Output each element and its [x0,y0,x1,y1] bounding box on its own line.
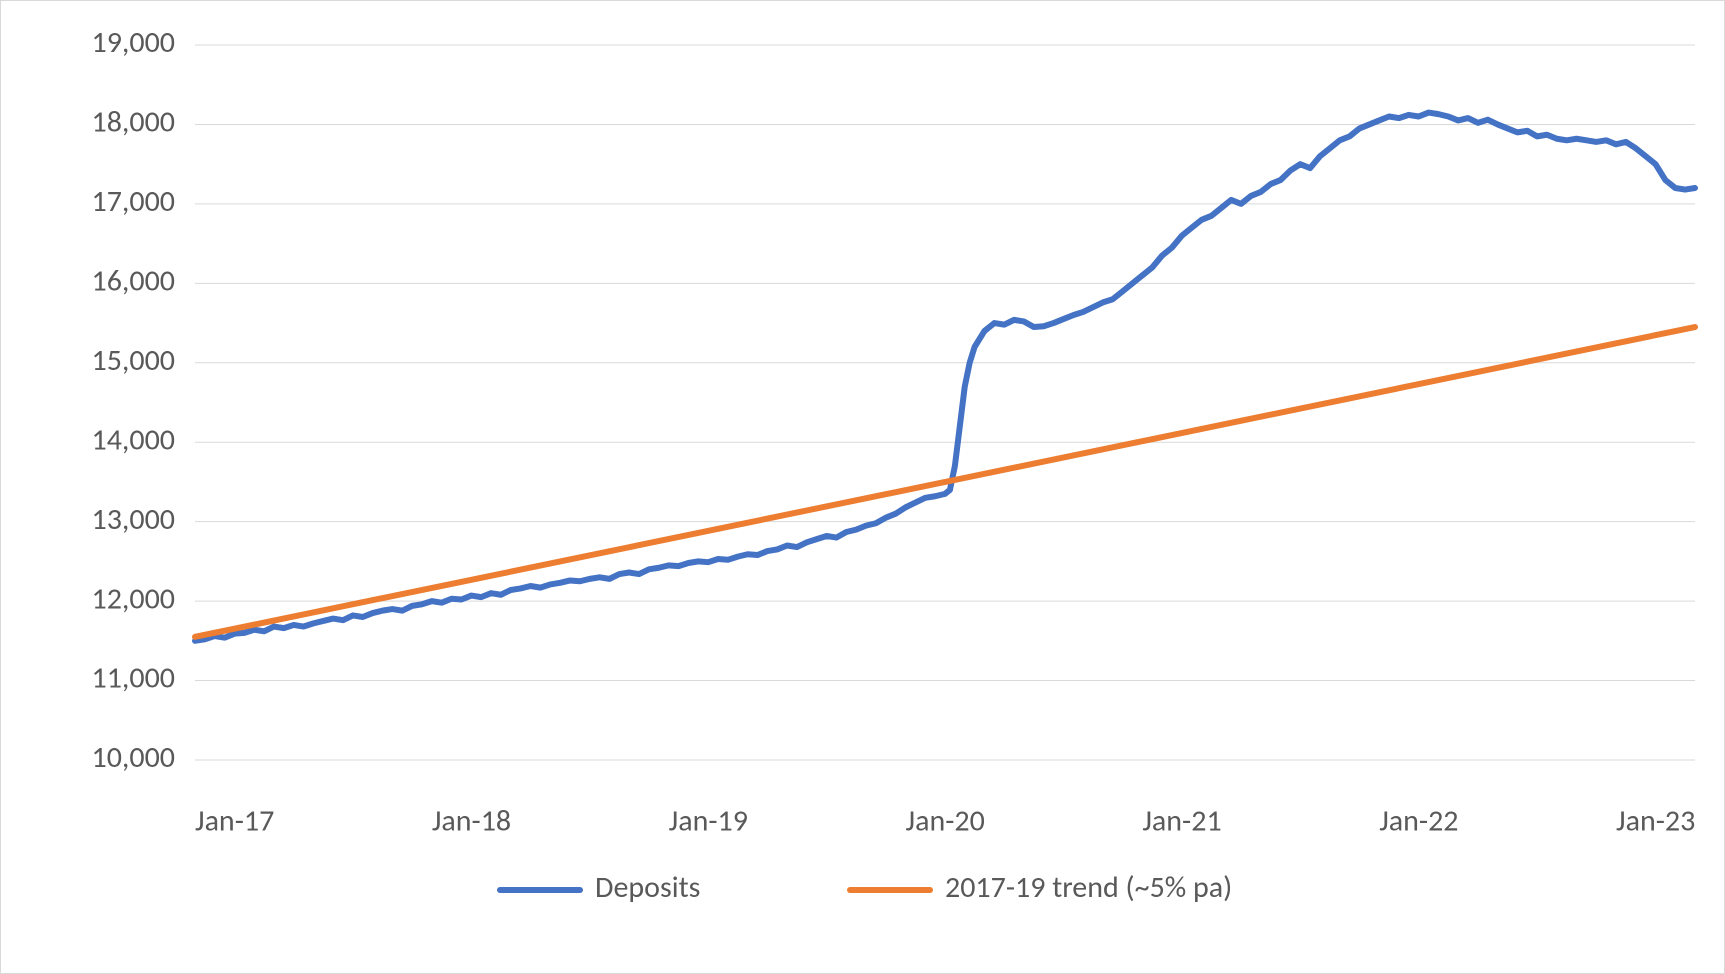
y-tick-label: 13,000 [91,501,175,538]
legend-label-trend: 2017-19 trend (~5% pa) [945,869,1232,906]
legend-label-deposits: Deposits [595,869,700,906]
y-tick-label: 14,000 [91,421,175,458]
x-tick-label: Jan-23 [1616,802,1695,839]
x-tick-label: Jan-17 [195,802,274,839]
x-tick-label: Jan-21 [1142,802,1221,839]
x-tick-label: Jan-19 [669,802,748,839]
chart-canvas: 10,000 11,000 12,000 13,000 14,000 15,000 16,0… [0,0,1725,974]
y-tick-label: 15,000 [91,342,175,379]
y-tick-label: 16,000 [91,262,175,299]
line-chart: 10,000 11,000 12,000 13,000 14,000 15,000 16,0… [0,0,1725,974]
x-tick-label: Jan-22 [1379,802,1458,839]
y-tick-label: 10,000 [91,739,175,776]
y-tick-label: 18,000 [91,104,175,141]
y-tick-label: 19,000 [91,24,175,61]
y-tick-label: 17,000 [91,183,175,220]
x-tick-label: Jan-20 [906,802,985,839]
y-tick-label: 11,000 [91,660,175,697]
y-tick-label: 12,000 [91,580,175,617]
x-tick-label: Jan-18 [432,802,511,839]
